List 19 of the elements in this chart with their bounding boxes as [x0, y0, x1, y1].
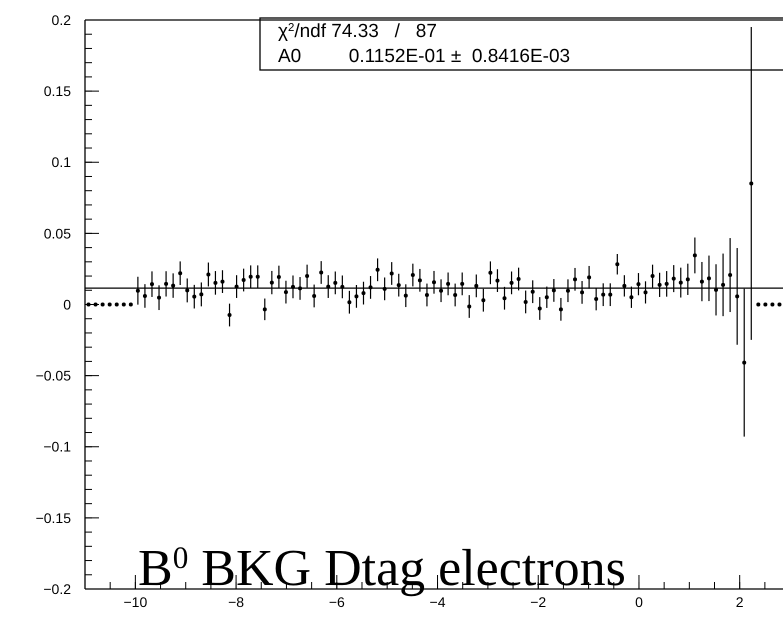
x-tick-label: −6: [328, 594, 345, 610]
y-tick-label: 0.2: [52, 12, 72, 28]
annotation: B$^{0}$ BKG Dtag electrons: [138, 540, 626, 597]
y-tick-label: −0.2: [43, 580, 72, 597]
y-tick-label: −0.05: [36, 368, 72, 384]
y-tick-label: −0.1: [43, 438, 72, 455]
x-tick-label: −8: [228, 594, 244, 610]
y-tick-label: 0.1: [52, 154, 72, 170]
x-tick-label: 2: [736, 594, 744, 610]
y-tick-label: 0: [63, 296, 72, 312]
y-tick-label: 0.15: [44, 83, 72, 100]
x-tick-label: −2: [530, 594, 546, 610]
annotation: A0 0.1152E-01 ± 0.8416E-03: [278, 46, 570, 67]
x-tick-label: −10: [123, 594, 148, 610]
y-tick-label: 0.05: [44, 225, 72, 242]
y-tick-label: −0.15: [36, 510, 72, 526]
x-tick-label: −4: [430, 594, 446, 610]
annotation: χ$^{2}$/ndf 74.33 / 87: [278, 21, 437, 42]
x-tick-label: 0: [635, 594, 644, 610]
